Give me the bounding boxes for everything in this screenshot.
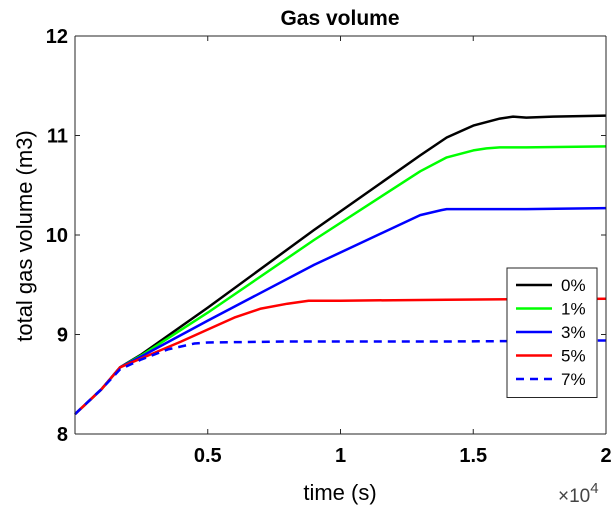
legend-label-3: 3%	[561, 323, 586, 342]
x-axis-multiplier-base: ×10	[558, 486, 590, 507]
x-axis-label: time (s)	[303, 480, 376, 505]
x-axis-multiplier-exponent: 4	[590, 480, 598, 497]
x-tick-label: 1	[335, 445, 346, 467]
series-lines	[74, 114, 607, 416]
y-tick-label: 11	[47, 126, 68, 148]
y-tick-label: 10	[46, 225, 68, 247]
legend-label-5: 7%	[561, 370, 586, 389]
chart-title: Gas volume	[280, 7, 399, 30]
x-tick-label: 0.5	[194, 445, 222, 467]
x-tick-label: 2	[600, 445, 611, 467]
x-axis-multiplier: ×104	[558, 480, 599, 507]
y-tick-label: 9	[57, 325, 68, 347]
series-line-4	[74, 297, 607, 416]
y-tick-label: 8	[57, 424, 68, 446]
legend-label-4: 5%	[561, 347, 586, 366]
legend-label-2: 1%	[561, 300, 586, 319]
series-line-5	[74, 339, 607, 416]
legend-label-1: 0%	[561, 276, 586, 295]
y-tick-label: 12	[46, 26, 68, 48]
x-tick-label: 1.5	[459, 445, 487, 467]
y-axis-label: total gas volume (m3)	[12, 130, 37, 342]
ticks: 0.5 1 1.5 2 8 9 10 11 12	[46, 26, 611, 467]
legend: 0% 1% 3% 5% 7%	[506, 267, 598, 398]
